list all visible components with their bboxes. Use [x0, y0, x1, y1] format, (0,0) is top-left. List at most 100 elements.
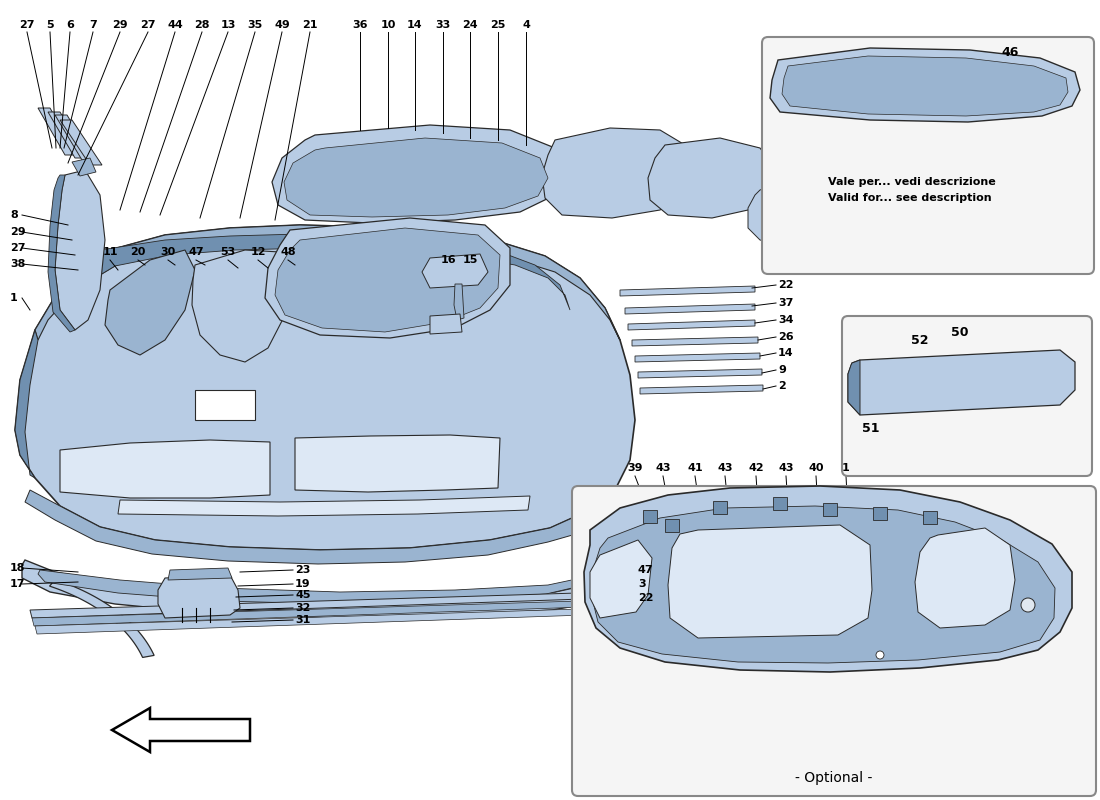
Polygon shape	[454, 284, 464, 320]
Text: 9: 9	[778, 365, 785, 375]
Text: 49: 49	[274, 20, 290, 30]
FancyBboxPatch shape	[572, 486, 1096, 796]
Polygon shape	[748, 182, 812, 245]
Polygon shape	[873, 507, 887, 520]
Text: 1: 1	[10, 293, 18, 303]
Text: 20: 20	[130, 247, 145, 257]
Text: 24: 24	[462, 20, 477, 30]
Text: 43: 43	[779, 463, 794, 473]
Text: 17: 17	[10, 579, 25, 589]
Text: 38: 38	[10, 259, 25, 269]
Polygon shape	[620, 286, 755, 296]
Polygon shape	[275, 228, 500, 332]
Text: 52: 52	[911, 334, 928, 346]
Polygon shape	[430, 314, 462, 334]
Polygon shape	[60, 440, 270, 498]
Text: 14: 14	[407, 20, 422, 30]
Text: 25: 25	[491, 20, 506, 30]
Text: 22: 22	[778, 280, 793, 290]
Text: 8: 8	[10, 210, 18, 220]
Polygon shape	[915, 528, 1015, 628]
Circle shape	[876, 651, 884, 659]
Polygon shape	[632, 337, 758, 346]
Text: 22: 22	[638, 593, 653, 603]
Text: 27: 27	[141, 20, 156, 30]
Polygon shape	[192, 250, 290, 362]
Polygon shape	[628, 320, 755, 330]
FancyArrow shape	[112, 708, 250, 752]
Polygon shape	[118, 496, 530, 516]
Polygon shape	[15, 330, 39, 478]
Polygon shape	[60, 120, 102, 165]
Polygon shape	[823, 503, 837, 516]
Polygon shape	[666, 519, 679, 532]
Polygon shape	[50, 579, 154, 658]
Polygon shape	[195, 390, 255, 420]
Polygon shape	[30, 592, 612, 618]
Polygon shape	[773, 497, 786, 510]
Polygon shape	[55, 115, 94, 160]
Text: 50: 50	[952, 326, 969, 339]
Polygon shape	[584, 486, 1072, 672]
Text: 29: 29	[10, 227, 25, 237]
Polygon shape	[295, 435, 500, 492]
Text: 7: 7	[89, 20, 97, 30]
Polygon shape	[590, 540, 652, 618]
Text: 47: 47	[638, 565, 653, 575]
Text: - Optional -: - Optional -	[795, 771, 872, 785]
Polygon shape	[55, 170, 104, 330]
Text: 13: 13	[220, 20, 235, 30]
Polygon shape	[104, 250, 195, 355]
Polygon shape	[35, 225, 620, 340]
Text: 27: 27	[20, 20, 35, 30]
Text: Valid for... see description: Valid for... see description	[828, 193, 991, 203]
Text: 44: 44	[167, 20, 183, 30]
Text: 6: 6	[66, 20, 74, 30]
Polygon shape	[15, 225, 635, 550]
Text: 1: 1	[843, 463, 850, 473]
Circle shape	[1021, 598, 1035, 612]
Polygon shape	[592, 506, 1055, 663]
Text: 11: 11	[102, 247, 118, 257]
Text: 12: 12	[251, 247, 266, 257]
Text: 35: 35	[248, 20, 263, 30]
Polygon shape	[770, 48, 1080, 122]
Text: 32: 32	[295, 603, 310, 613]
Polygon shape	[625, 304, 755, 314]
Polygon shape	[542, 128, 698, 218]
Text: a passion for parts since 1985: a passion for parts since 1985	[182, 314, 598, 526]
Polygon shape	[848, 360, 860, 415]
Text: 40: 40	[808, 463, 824, 473]
Polygon shape	[635, 353, 760, 362]
Text: 19: 19	[295, 579, 310, 589]
Text: 29: 29	[112, 20, 128, 30]
Text: 2: 2	[778, 381, 785, 391]
Text: 51: 51	[862, 422, 880, 434]
Text: 15: 15	[462, 255, 477, 265]
Text: 41: 41	[688, 463, 703, 473]
Polygon shape	[48, 112, 87, 158]
Polygon shape	[265, 218, 510, 338]
Text: 31: 31	[295, 615, 310, 625]
Text: 43: 43	[717, 463, 733, 473]
Text: 4: 4	[522, 20, 530, 30]
Text: 5: 5	[46, 20, 54, 30]
FancyBboxPatch shape	[762, 37, 1094, 274]
Polygon shape	[25, 490, 600, 564]
Text: 3: 3	[638, 579, 646, 589]
Polygon shape	[640, 385, 763, 394]
Text: 16: 16	[440, 255, 455, 265]
Text: 46: 46	[1001, 46, 1019, 59]
Polygon shape	[48, 175, 75, 332]
FancyBboxPatch shape	[842, 316, 1092, 476]
Text: 18: 18	[10, 563, 25, 573]
Text: 34: 34	[778, 315, 793, 325]
Polygon shape	[39, 108, 77, 155]
Polygon shape	[158, 575, 240, 618]
Text: 37: 37	[778, 298, 793, 308]
Text: 30: 30	[161, 247, 176, 257]
Text: 39: 39	[627, 463, 642, 473]
Text: 23: 23	[295, 565, 310, 575]
Polygon shape	[644, 510, 657, 523]
Polygon shape	[422, 254, 488, 288]
